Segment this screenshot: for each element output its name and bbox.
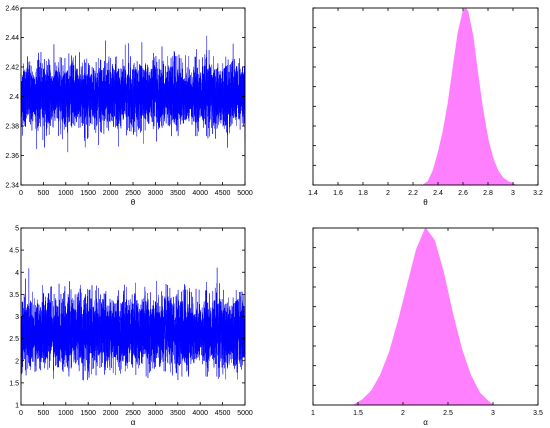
- trace-alpha-ytick-label: 2: [15, 358, 19, 365]
- density-theta-xtick-label: 2: [386, 190, 390, 197]
- trace-theta-ytick-label: 2.46: [5, 6, 19, 13]
- trace-alpha-ytick-label: 1.5: [9, 380, 19, 387]
- trace-theta-xtick-label: 5000: [237, 190, 253, 197]
- trace-alpha-trace-line: [20, 267, 246, 381]
- trace-alpha-xtick-label: 1500: [80, 410, 96, 417]
- trace-theta-ytick-label: 2.44: [5, 35, 19, 42]
- trace-theta-trace-line: [20, 35, 246, 153]
- trace-theta-xlabel: θ: [131, 198, 136, 207]
- trace-alpha-ytick-label: 4.5: [9, 248, 19, 255]
- trace-alpha-ytick-label: 1: [15, 403, 19, 410]
- trace-alpha-xtick-label: 4000: [192, 410, 208, 417]
- density-theta-xlabel: θ: [423, 198, 428, 207]
- density-alpha-xlabel: α: [423, 418, 428, 427]
- density-alpha-xtick-label: 2.5: [443, 410, 453, 417]
- density-alpha-xtick-label: 3.5: [533, 410, 543, 417]
- trace-theta-ytick-label: 2.42: [5, 65, 19, 72]
- trace-alpha-ytick-label: 2.5: [9, 336, 19, 343]
- trace-theta-xtick-label: 0: [19, 190, 23, 197]
- trace-alpha-ytick-label: 3: [15, 314, 19, 321]
- density-theta-xtick-label: 1.4: [308, 190, 318, 197]
- trace-alpha-panel: 1 1.5 2 2.5 3 3.5 4 4.5 5 0 500 1000 1500 2000 2500 300…: [9, 226, 253, 428]
- density-theta-density-area: [421, 7, 517, 186]
- trace-alpha-xtick-label: 2500: [125, 410, 141, 417]
- density-theta-xtick-label: 2.4: [433, 190, 443, 197]
- trace-alpha-xtick-label: 4500: [215, 410, 231, 417]
- density-alpha-density-area: [352, 227, 495, 406]
- trace-theta-xtick-label: 2500: [125, 190, 141, 197]
- density-theta-xtick-label: 2.8: [483, 190, 493, 197]
- density-alpha-xtick-label: 1: [311, 410, 315, 417]
- density-theta-xtick-label: 3.2: [533, 190, 543, 197]
- trace-theta-panel: 2.34 2.36 2.38 2.4 2.42 2.44 2.46 0 500 1000 1500 2…: [5, 6, 253, 208]
- trace-alpha-xtick-label: 3500: [170, 410, 186, 417]
- density-theta-xtick-label: 3: [511, 190, 515, 197]
- trace-theta-xtick-label: 1500: [80, 190, 96, 197]
- trace-theta-xtick-label: 3500: [170, 190, 186, 197]
- trace-alpha-ytick-label: 4: [15, 270, 19, 277]
- trace-theta-ytick-label: 2.36: [5, 153, 19, 160]
- density-theta-xtick-label: 2.6: [458, 190, 468, 197]
- trace-alpha-ytick-label: 5: [15, 226, 19, 233]
- trace-alpha-xtick-label: 5000: [237, 410, 253, 417]
- trace-alpha-xlabel: α: [131, 418, 136, 427]
- density-alpha-xtick-label: 2: [401, 410, 405, 417]
- trace-theta-axes-frame: [20, 7, 246, 186]
- trace-theta-ytick-label: 2.4: [9, 94, 19, 101]
- density-theta-xtick-label: 2.2: [408, 190, 418, 197]
- trace-alpha-xtick-label: 0: [19, 410, 23, 417]
- trace-alpha-ytick-label: 3.5: [9, 292, 19, 299]
- trace-alpha-axes-frame: [20, 227, 246, 406]
- density-theta-xtick-label: 1.6: [333, 190, 343, 197]
- trace-alpha-xtick-label: 2000: [103, 410, 119, 417]
- trace-theta-xtick-label: 4500: [215, 190, 231, 197]
- trace-theta-xtick-label: 4000: [192, 190, 208, 197]
- density-alpha-panel: 1 1.5 2 2.5 3 3.5 α: [311, 227, 543, 427]
- trace-alpha-xtick-label: 500: [38, 410, 50, 417]
- density-theta-axes-frame: [312, 7, 539, 186]
- trace-alpha-xtick-label: 3000: [148, 410, 164, 417]
- trace-theta-xtick-label: 3000: [148, 190, 164, 197]
- density-theta-xtick-label: 1.8: [358, 190, 368, 197]
- density-alpha-axes-frame: [312, 227, 539, 406]
- trace-theta-xtick-label: 2000: [103, 190, 119, 197]
- trace-theta-ytick-label: 2.38: [5, 124, 19, 131]
- trace-theta-xtick-label: 1000: [58, 190, 74, 197]
- density-theta-plot-area: [313, 8, 538, 185]
- trace-theta-xtick-label: 500: [38, 190, 50, 197]
- density-alpha-xtick-label: 1.5: [353, 410, 363, 417]
- density-alpha-xtick-label: 3: [491, 410, 495, 417]
- trace-theta-ytick-label: 2.34: [5, 183, 19, 190]
- density-theta-panel: 1.4 1.6 1.8 2 2.2 2.4 2.6 2.8 3 3.2 θ: [308, 7, 543, 207]
- trace-alpha-xtick-label: 1000: [58, 410, 74, 417]
